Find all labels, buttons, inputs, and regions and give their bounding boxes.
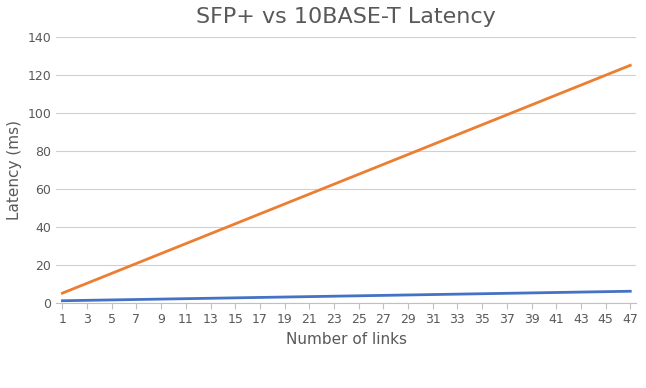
- SFP+: [108, 298, 116, 302]
- BaseT: [330, 182, 338, 187]
- SFP+: [132, 297, 140, 302]
- SFP+: [404, 293, 412, 297]
- X-axis label: Number of links: Number of links: [286, 332, 407, 346]
- SFP+: [478, 291, 486, 296]
- BaseT: [404, 152, 412, 157]
- BaseT: [528, 102, 536, 107]
- SFP+: [281, 295, 289, 300]
- BaseT: [453, 132, 461, 137]
- SFP+: [552, 290, 560, 295]
- BaseT: [157, 251, 165, 256]
- BaseT: [83, 281, 91, 286]
- SFP+: [601, 289, 609, 294]
- SFP+: [207, 296, 214, 301]
- BaseT: [108, 271, 116, 275]
- SFP+: [256, 295, 264, 300]
- BaseT: [503, 113, 511, 117]
- SFP+: [330, 294, 338, 298]
- BaseT: [627, 63, 634, 68]
- SFP+: [379, 293, 387, 298]
- BaseT: [281, 202, 289, 206]
- BaseT: [132, 261, 140, 266]
- BaseT: [478, 123, 486, 127]
- BaseT: [601, 73, 609, 78]
- Y-axis label: Latency (ms): Latency (ms): [7, 120, 22, 220]
- Title: SFP+ vs 10BASE-T Latency: SFP+ vs 10BASE-T Latency: [196, 7, 496, 27]
- SFP+: [306, 294, 313, 299]
- SFP+: [182, 296, 190, 301]
- SFP+: [627, 289, 634, 294]
- BaseT: [182, 241, 190, 246]
- BaseT: [256, 211, 264, 216]
- BaseT: [577, 83, 585, 87]
- BaseT: [429, 142, 437, 147]
- SFP+: [83, 298, 91, 303]
- BaseT: [552, 93, 560, 97]
- SFP+: [453, 292, 461, 296]
- BaseT: [306, 192, 313, 196]
- SFP+: [59, 298, 67, 303]
- SFP+: [503, 291, 511, 296]
- SFP+: [577, 290, 585, 294]
- SFP+: [528, 291, 536, 295]
- SFP+: [355, 293, 362, 298]
- Line: SFP+: SFP+: [63, 291, 630, 301]
- Line: BaseT: BaseT: [63, 65, 630, 293]
- BaseT: [231, 222, 239, 226]
- BaseT: [379, 162, 387, 167]
- BaseT: [59, 291, 67, 296]
- BaseT: [355, 172, 362, 177]
- SFP+: [429, 292, 437, 297]
- SFP+: [231, 296, 239, 300]
- SFP+: [157, 297, 165, 301]
- BaseT: [207, 231, 214, 236]
